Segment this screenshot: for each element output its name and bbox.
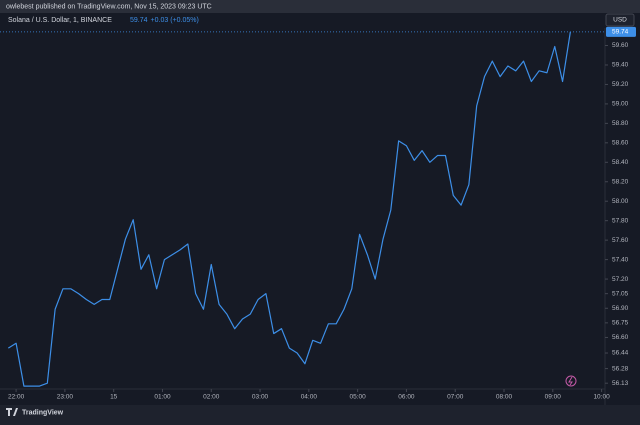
x-tick-label: 03:00 [252, 394, 269, 401]
y-tick-label: 58.80 [612, 120, 629, 127]
x-tick-label: 08:00 [496, 394, 513, 401]
x-tick-label: 02:00 [203, 394, 220, 401]
publish-bar [0, 0, 640, 13]
y-tick-label: 56.60 [612, 334, 629, 341]
alert-icon[interactable] [565, 375, 577, 387]
y-tick-label: 56.13 [612, 380, 629, 387]
currency-label[interactable]: USD [613, 17, 627, 24]
y-tick-label: 58.40 [612, 159, 629, 166]
alert-bolt [568, 376, 573, 386]
y-tick-label: 57.80 [612, 217, 629, 224]
last-price-label: 59.74 [612, 29, 629, 36]
brand-logo [6, 408, 18, 416]
y-tick-label: 58.60 [612, 140, 629, 147]
y-tick-label: 59.00 [612, 101, 629, 108]
y-tick-label: 56.90 [612, 305, 629, 312]
y-tick-label: 59.20 [612, 81, 629, 88]
header-price: 59.74 [130, 17, 148, 24]
brand-name: TradingView [22, 409, 64, 416]
x-tick-label: 05:00 [349, 394, 366, 401]
currency-button[interactable] [605, 13, 635, 27]
x-tick-label: 06:00 [398, 394, 415, 401]
x-tick-label: 07:00 [447, 394, 464, 401]
x-tick-label: 09:00 [545, 394, 562, 401]
last-price-tag [606, 26, 636, 37]
x-tick-label: 15 [110, 394, 118, 401]
footer [0, 405, 640, 420]
y-tick-label: 56.44 [612, 350, 629, 357]
price-line [7, 31, 571, 387]
y-tick-label: 57.40 [612, 256, 629, 263]
y-tick-label: 58.00 [612, 198, 629, 205]
y-tick-label: 58.20 [612, 178, 629, 185]
y-tick-label: 57.05 [612, 290, 629, 297]
x-tick-label: 23:00 [57, 394, 74, 401]
y-tick-label: 59.60 [612, 42, 629, 49]
x-tick-label: 10:00 [593, 394, 610, 401]
header-change: +0.03 (+0.05%) [151, 17, 199, 24]
publish-note: owlebest published on TradingView.com, N… [6, 3, 212, 10]
x-tick-label: 04:00 [301, 394, 318, 401]
y-tick-label: 57.20 [612, 276, 629, 283]
y-tick-label: 59.40 [612, 62, 629, 69]
y-tick-label: 56.75 [612, 320, 629, 327]
chart-title: Solana / U.S. Dollar, 1, BINANCE [8, 17, 112, 24]
y-tick-label: 57.60 [612, 237, 629, 244]
x-tick-label: 22:00 [8, 394, 25, 401]
x-tick-label: 01:00 [154, 394, 171, 401]
y-tick-label: 56.28 [612, 365, 629, 372]
